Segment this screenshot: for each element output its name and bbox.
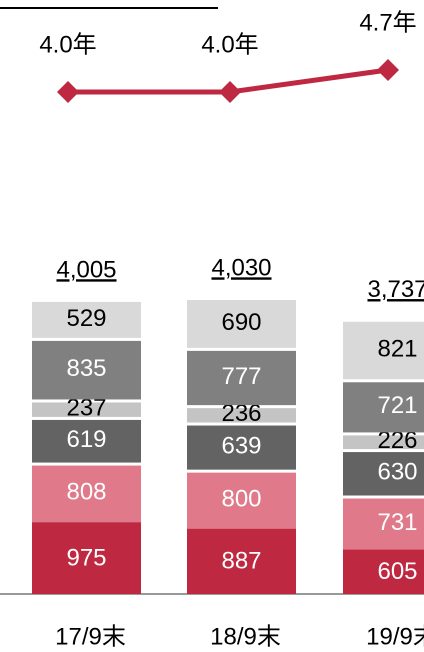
segment-label: 619 <box>66 426 106 453</box>
line-marker <box>377 59 399 81</box>
bar-segment <box>343 435 424 450</box>
x-tick-label: 18/9末 <box>210 623 281 650</box>
bar-segment <box>187 425 296 470</box>
segment-label: 975 <box>66 544 106 571</box>
bar-segment <box>32 419 141 463</box>
segment-label: 731 <box>377 509 417 536</box>
x-tick-label: 19/9末 <box>366 623 424 650</box>
segment-label: 690 <box>221 309 261 336</box>
bar-segment <box>187 350 296 406</box>
x-tick-label: 17/9末 <box>55 623 126 650</box>
segment-label: 630 <box>377 459 417 486</box>
bar-segment <box>32 465 141 523</box>
bar-segment <box>343 549 424 594</box>
segment-label: 605 <box>377 558 417 585</box>
line-marker <box>57 81 79 103</box>
bar-segment <box>343 382 424 433</box>
segment-label: 800 <box>221 485 261 512</box>
segment-label: 777 <box>221 363 261 390</box>
segment-label: 721 <box>377 392 417 419</box>
bar-segment <box>32 522 141 594</box>
segment-label: 529 <box>66 305 106 332</box>
total-label: 4,005 <box>56 256 116 283</box>
bar-segment <box>343 452 424 496</box>
bar-segment <box>32 301 141 338</box>
bar-segment <box>187 300 296 348</box>
segment-label: 639 <box>221 432 261 459</box>
bar-segment <box>343 321 424 380</box>
segment-label: 887 <box>221 548 261 575</box>
total-label: 3,737 <box>367 276 424 303</box>
bar-segment <box>32 340 141 400</box>
bar-segment <box>187 528 296 594</box>
line-label: 4.0年 <box>201 31 258 58</box>
segment-label: 835 <box>66 355 106 382</box>
bar-segment <box>187 472 296 529</box>
segment-label: 821 <box>377 335 417 362</box>
total-label: 4,030 <box>211 254 271 281</box>
line-marker <box>219 81 241 103</box>
bar-segment <box>32 402 141 417</box>
segment-label: 808 <box>66 479 106 506</box>
bar-segment <box>187 408 296 423</box>
line-label: 4.0年 <box>39 31 96 58</box>
line-label: 4.7年 <box>359 9 416 36</box>
bar-segment <box>343 498 424 550</box>
